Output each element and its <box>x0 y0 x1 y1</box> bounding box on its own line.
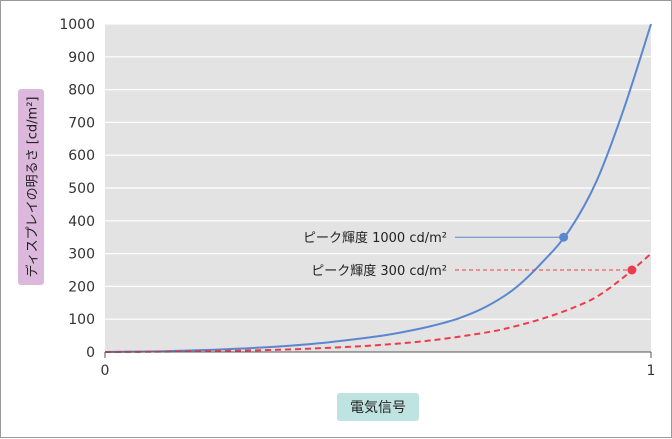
y-tick-label: 0 <box>86 345 95 361</box>
annotation-marker <box>559 232 569 242</box>
y-tick-label: 300 <box>68 247 95 263</box>
y-tick-label: 100 <box>68 312 95 328</box>
y-tick-label: 1000 <box>59 17 95 33</box>
x-axis-label: 電気信号 <box>350 400 406 416</box>
y-axis-label: ディスプレイの明るさ [cd/m²] <box>25 96 41 278</box>
y-tick-label: 200 <box>68 279 95 295</box>
series-line-2 <box>104 252 652 353</box>
y-tick-label: 600 <box>68 148 95 164</box>
y-tick-label: 800 <box>68 83 95 99</box>
annotation-label: ピーク輝度 300 cd/m² <box>311 263 447 279</box>
x-tick-label: 0 <box>101 363 110 379</box>
series-line-1 <box>104 23 652 353</box>
y-tick-label: 500 <box>68 181 95 197</box>
x-tick-label: 1 <box>647 363 656 379</box>
y-tick-label: 900 <box>68 50 95 66</box>
y-axis-label-box <box>18 89 44 285</box>
annotation-marker <box>627 265 637 275</box>
y-tick-label: 400 <box>68 214 95 230</box>
y-tick-label: 700 <box>68 115 95 131</box>
annotation-label: ピーク輝度 1000 cd/m² <box>303 230 447 246</box>
x-axis-label-box: 電気信号 <box>337 393 419 421</box>
